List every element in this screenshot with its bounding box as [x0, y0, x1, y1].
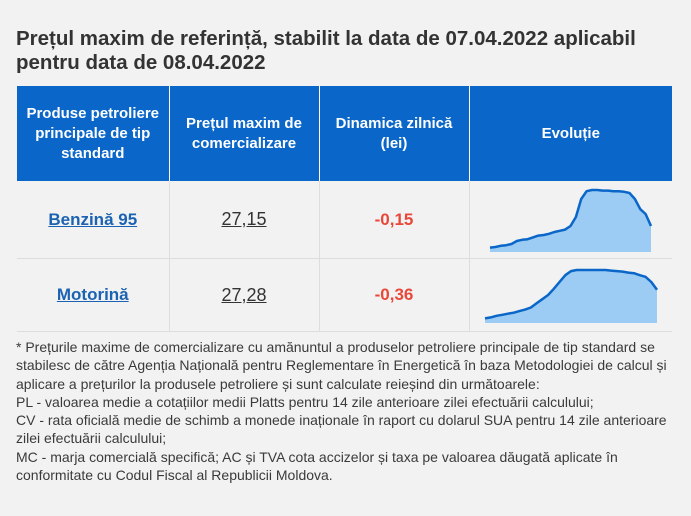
footnote-intro: * Prețurile maxime de comercializare cu …: [16, 339, 667, 392]
sparkline-area: [484, 270, 657, 323]
change-cell: -0,15: [319, 181, 470, 259]
column-header-product: Produse petroliere principale de tip sta…: [17, 86, 170, 181]
sparkline-motorina: [484, 268, 658, 323]
footnote: * Prețurile maxime de comercializare cu …: [16, 338, 676, 484]
product-link-benzina-95[interactable]: Benzină 95: [48, 209, 138, 229]
page-title: Prețul maxim de referință, stabilit la d…: [16, 27, 636, 74]
price-cell: 27,28: [169, 258, 320, 332]
footnote-mc: MC - marja comercială specifică; AC și T…: [16, 448, 618, 484]
sparkline-line: [484, 268, 658, 320]
fuel-price-table: Produse petroliere principale de tip sta…: [17, 86, 672, 332]
daily-change-value: -0,36: [374, 285, 414, 304]
price-cell: 27,15: [169, 181, 320, 259]
product-cell: Motorină: [17, 258, 170, 332]
column-header-trend: Evoluție: [469, 86, 672, 181]
sparkline-benzina-95: [490, 188, 653, 252]
sparkline-line: [490, 188, 653, 249]
product-cell: Benzină 95: [17, 181, 170, 259]
sparkline-area: [490, 189, 652, 252]
footnote-pl: PL - valoarea medie a cotațiilor medii P…: [16, 393, 594, 410]
table-header-row: Produse petroliere principale de tip sta…: [17, 86, 672, 181]
column-header-change: Dinamica zilnică (lei): [319, 86, 470, 181]
daily-change-value: -0,15: [374, 209, 414, 229]
footnote-cv: CV - rata oficială medie de schimb a mon…: [16, 412, 667, 447]
table-row: Motorină 27,28 -0,36: [17, 258, 672, 332]
change-cell: -0,36: [319, 258, 470, 332]
price-link-motorina[interactable]: 27,28: [221, 284, 267, 305]
product-link-motorina[interactable]: Motorină: [56, 285, 129, 304]
column-header-price: Prețul maxim de comercializare: [169, 86, 320, 181]
trend-cell: [469, 181, 672, 259]
trend-cell: [469, 258, 672, 332]
price-link-benzina-95[interactable]: 27,15: [221, 209, 267, 229]
table-row: Benzină 95 27,15 -0,15: [17, 181, 672, 259]
